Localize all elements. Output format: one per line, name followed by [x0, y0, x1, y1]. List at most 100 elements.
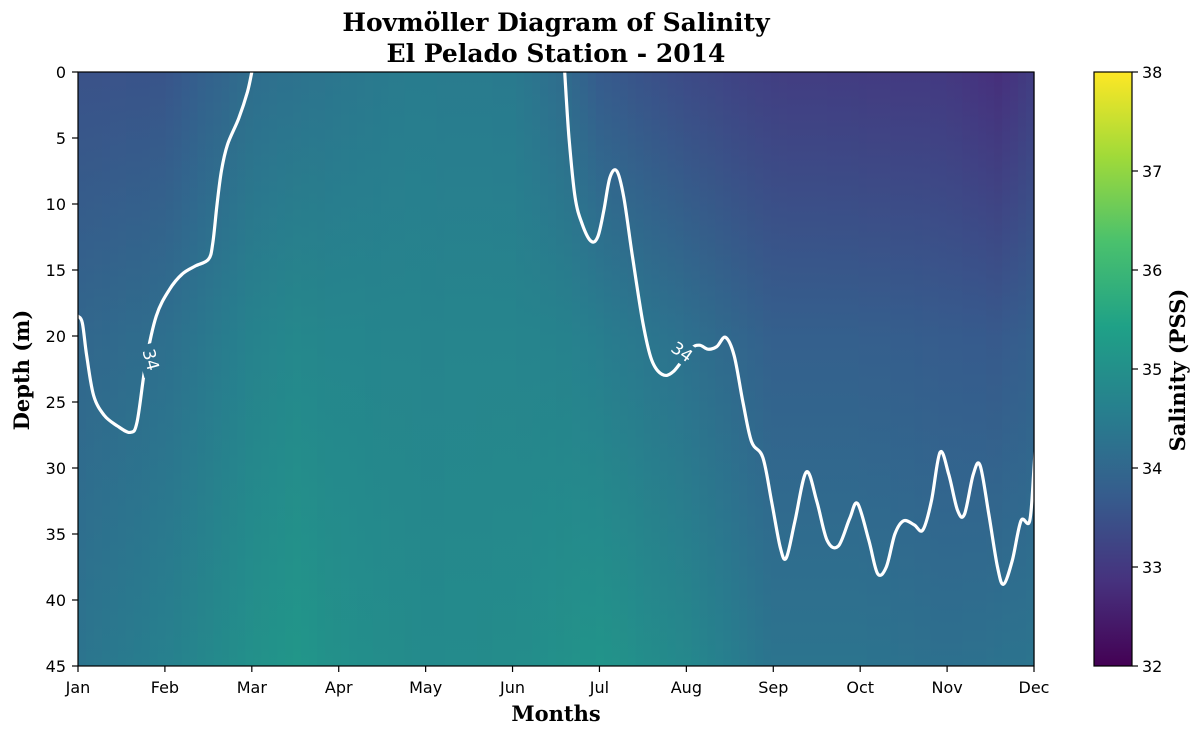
heatmap-cell — [930, 72, 939, 666]
heatmap-cell — [468, 72, 477, 666]
colorbar-gradient — [1093, 71, 1133, 667]
heatmap-cell — [285, 72, 294, 666]
heatmap-cell — [691, 72, 700, 666]
heatmap-cell — [109, 72, 119, 666]
heatmap-cell — [484, 72, 493, 666]
heatmap-cell — [508, 72, 517, 666]
heatmap-cell — [659, 72, 669, 666]
heatmap-cell — [380, 72, 390, 666]
heatmap-cell — [245, 72, 254, 666]
heatmap-cell — [890, 72, 900, 666]
heatmap-cell — [165, 72, 175, 666]
heatmap-cell — [675, 72, 685, 666]
x-axis-title: Months — [511, 701, 600, 726]
heatmap-cell — [571, 72, 581, 666]
chart-title: Hovmöller Diagram of Salinity — [342, 8, 771, 37]
heatmap-cell — [277, 72, 286, 666]
colorbar-tick-label: 34 — [1142, 459, 1162, 478]
heatmap-cell — [882, 72, 892, 666]
heatmap-cell — [874, 72, 884, 666]
heatmap-cell — [810, 72, 820, 666]
y-tick-label: 45 — [46, 657, 66, 676]
x-tick-label: Jan — [65, 678, 91, 697]
heatmap-cell — [237, 72, 246, 666]
heatmap-cell — [858, 72, 868, 666]
heatmap-cell — [396, 72, 406, 666]
heatmap-cell — [197, 72, 207, 666]
y-tick-label: 25 — [46, 393, 66, 412]
heatmap-cell — [452, 72, 461, 666]
colorbar-title: Salinity (PSS) — [1165, 289, 1190, 452]
x-tick-label: Jun — [499, 678, 525, 697]
heatmap-cell — [101, 72, 111, 666]
heatmap-cell — [635, 72, 645, 666]
heatmap-cell — [914, 72, 924, 666]
contour-line-winter-intrusion — [78, 72, 254, 435]
heatmap-cell — [476, 72, 485, 666]
x-tick-label: Feb — [151, 678, 179, 697]
plot-area — [78, 72, 1035, 666]
heatmap-cell — [444, 72, 454, 666]
x-tick-label: Oct — [846, 678, 874, 697]
heatmap-cell — [269, 72, 278, 666]
heatmap-cell — [619, 72, 629, 666]
x-tick-label: Apr — [325, 678, 353, 697]
heatmap-cell — [436, 72, 446, 666]
y-axis-title: Depth (m) — [9, 310, 34, 431]
heatmap-cell — [723, 72, 732, 666]
heatmap-cell — [1002, 72, 1011, 666]
heatmap-cell — [524, 72, 533, 666]
heatmap-cell — [78, 72, 87, 666]
plot-frame — [77, 71, 1035, 667]
heatmap-cell — [938, 72, 947, 666]
x-tick-label: May — [409, 678, 442, 697]
heatmap-cell — [818, 72, 828, 666]
heatmap-cell — [356, 72, 366, 666]
heatmap-cell — [309, 72, 318, 666]
y-tick-label: 30 — [46, 459, 66, 478]
y-tick-label: 0 — [56, 63, 66, 82]
heatmap-cell — [117, 72, 127, 666]
heatmap-cell — [643, 72, 653, 666]
x-tick-label: Mar — [237, 678, 268, 697]
heatmap-cell — [627, 72, 637, 666]
y-tick-label: 40 — [46, 591, 66, 610]
heatmap-cell — [978, 72, 987, 666]
heatmap-cell — [500, 72, 509, 666]
heatmap-cell — [332, 72, 342, 666]
heatmap-cell — [157, 72, 167, 666]
heatmap-cell — [587, 72, 597, 666]
colorbar-tick-label: 32 — [1142, 657, 1162, 676]
colorbar-tick-label: 37 — [1142, 162, 1162, 181]
heatmap-cell — [540, 72, 549, 666]
heatmap-cell — [348, 72, 358, 666]
heatmap-cell — [795, 72, 804, 666]
contour-line-summer-autumn-boundary — [563, 72, 1034, 586]
heatmap-cell — [532, 72, 541, 666]
heatmap-cell — [611, 72, 621, 666]
heatmap-cell — [842, 72, 852, 666]
heatmap-cell — [1010, 72, 1019, 666]
x-tick-label: Sep — [758, 678, 788, 697]
heatmap-cell — [556, 72, 565, 666]
y-tick-label: 5 — [56, 129, 66, 148]
heatmap-cell — [699, 72, 708, 666]
heatmap-cell — [293, 72, 302, 666]
heatmap-cell — [787, 72, 796, 666]
heatmap-cell — [922, 72, 932, 666]
colorbar-tick-label: 36 — [1142, 261, 1162, 280]
contour-layer: 34 34 — [78, 72, 1034, 586]
heatmap-cell — [301, 72, 310, 666]
heatmap-cell — [898, 72, 908, 666]
heatmap-cell — [954, 72, 963, 666]
heatmap-cell — [771, 72, 780, 666]
heatmap-cell — [213, 72, 222, 666]
heatmap-cell — [93, 72, 103, 666]
heatmap-cell — [412, 72, 422, 666]
y-axis: 0 5 10 15 20 25 30 35 40 45 — [46, 63, 78, 676]
heatmap-cell — [181, 72, 191, 666]
heatmap-cell — [866, 72, 876, 666]
heatmap-cell — [516, 72, 525, 666]
